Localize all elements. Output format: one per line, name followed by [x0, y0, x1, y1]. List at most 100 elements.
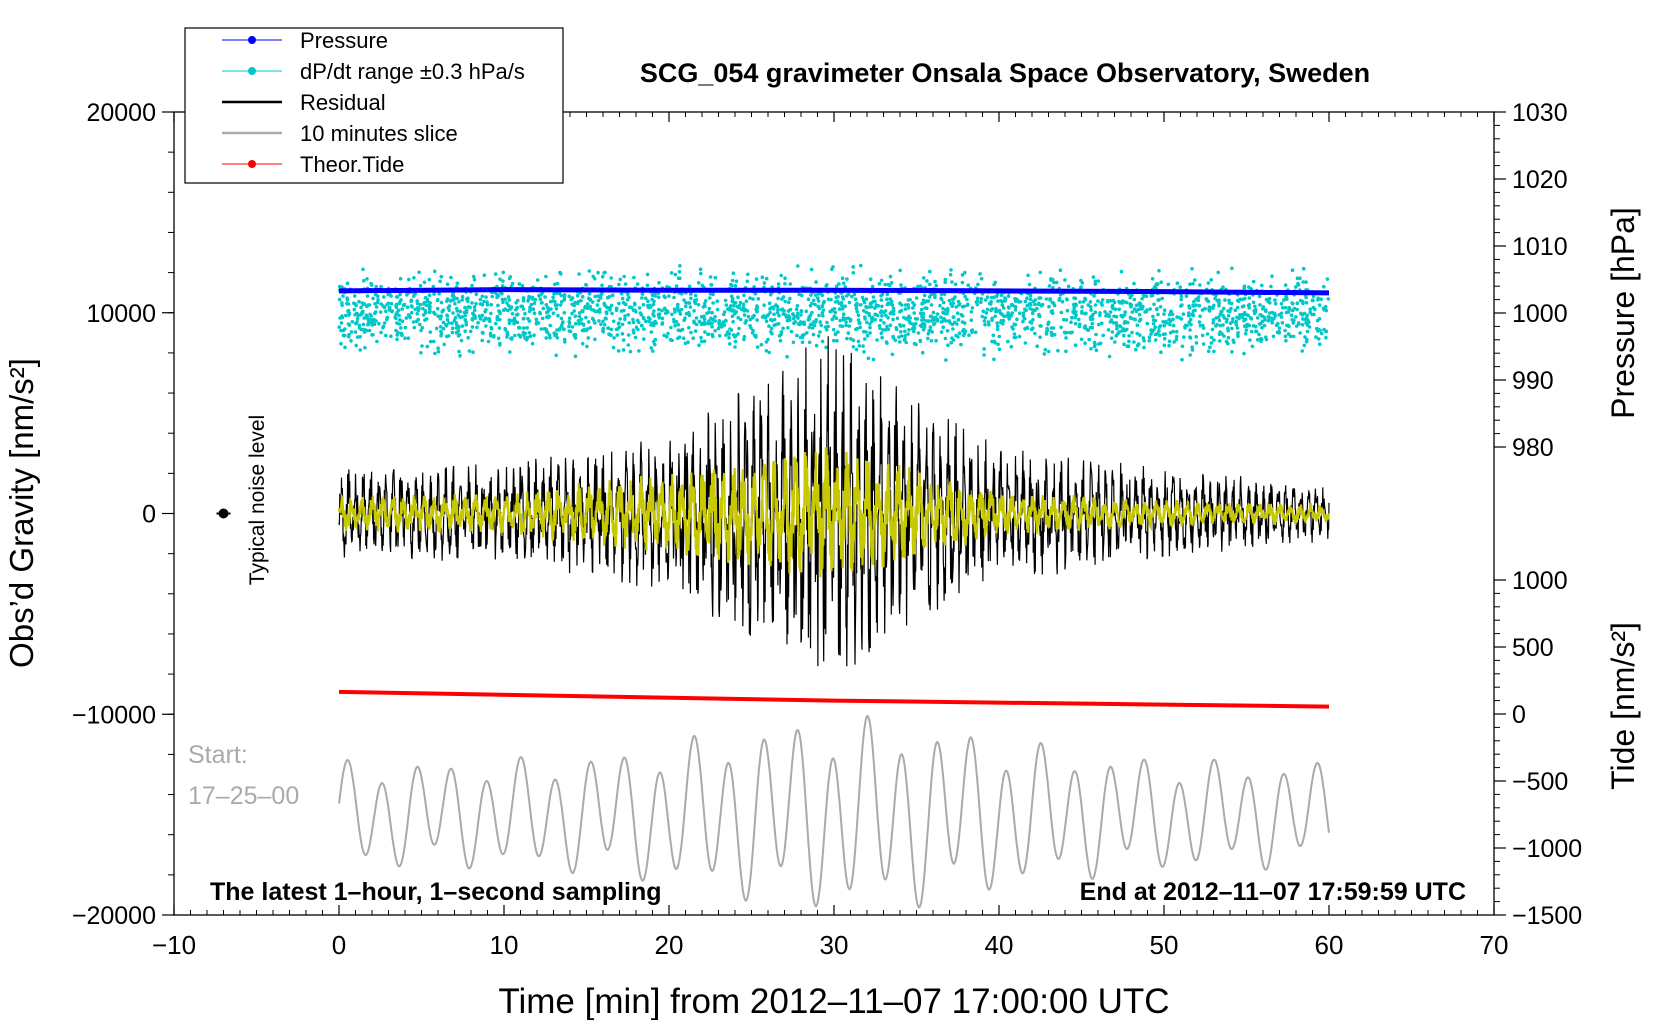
dpdt-point: [772, 312, 776, 317]
dpdt-point: [830, 317, 834, 322]
dpdt-point: [1138, 317, 1143, 322]
dpdt-point: [832, 338, 836, 343]
dpdt-point: [891, 312, 896, 316]
dpdt-point: [1314, 335, 1318, 339]
dpdt-point: [421, 306, 425, 311]
dpdt-point: [1093, 282, 1098, 286]
dpdt-point: [733, 345, 737, 349]
dpdt-point: [744, 319, 748, 323]
dpdt-point: [412, 276, 416, 280]
dpdt-point: [639, 312, 644, 317]
dpdt-point: [510, 281, 515, 286]
dpdt-point: [1292, 318, 1296, 323]
dpdt-point: [1028, 302, 1033, 306]
dpdt-point: [585, 344, 589, 349]
dpdt-point: [1231, 317, 1235, 321]
dpdt-point: [387, 306, 392, 311]
dpdt-point: [1065, 297, 1069, 302]
dpdt-point: [632, 275, 636, 280]
dpdt-point: [445, 334, 449, 339]
dpdt-point: [1166, 282, 1171, 287]
dpdt-point: [791, 340, 796, 345]
dpdt-point: [1132, 281, 1136, 286]
dpdt-point: [1059, 325, 1063, 330]
dpdt-point: [1015, 317, 1019, 322]
dpdt-point: [1247, 296, 1252, 300]
dpdt-point: [512, 316, 517, 321]
dpdt-point: [472, 277, 477, 282]
dpdt-point: [1119, 269, 1124, 274]
dpdt-point: [512, 321, 516, 326]
dpdt-point: [777, 313, 781, 318]
dpdt-point: [762, 281, 767, 285]
dpdt-point: [702, 339, 707, 344]
dpdt-point: [753, 291, 758, 296]
dpdt-point: [1258, 303, 1262, 307]
dpdt-point: [570, 302, 574, 307]
dpdt-point: [1317, 303, 1322, 307]
dpdt-point: [713, 319, 717, 323]
dpdt-point: [697, 319, 702, 324]
dpdt-point: [365, 315, 370, 320]
dpdt-point: [986, 320, 991, 324]
dpdt-point: [1317, 337, 1321, 341]
dpdt-point: [558, 326, 562, 331]
dpdt-point: [817, 313, 821, 318]
dpdt-point: [489, 325, 494, 330]
dpdt-point: [1012, 335, 1017, 340]
dpdt-point: [645, 272, 650, 277]
dpdt-point: [851, 265, 855, 269]
dpdt-point: [1205, 298, 1209, 302]
dpdt-point: [466, 335, 471, 340]
dpdt-point: [374, 305, 379, 309]
dpdt-point: [1151, 314, 1155, 319]
dpdt-point: [515, 312, 520, 317]
dpdt-point: [520, 283, 525, 288]
dpdt-point: [923, 306, 927, 310]
dpdt-point: [1298, 276, 1302, 281]
dpdt-point: [862, 350, 866, 354]
dpdt-point: [984, 311, 989, 315]
dpdt-point: [470, 317, 475, 321]
dpdt-point: [693, 293, 698, 298]
dpdt-point: [939, 296, 943, 301]
dpdt-point: [353, 302, 358, 306]
legend-label: Pressure: [300, 28, 388, 53]
dpdt-point: [929, 303, 934, 307]
dpdt-point: [1237, 316, 1241, 321]
dpdt-point: [1021, 319, 1025, 324]
dpdt-point: [1120, 299, 1125, 303]
dpdt-point: [802, 332, 806, 337]
dpdt-point: [820, 304, 825, 308]
dpdt-point: [686, 310, 691, 315]
dpdt-point: [363, 346, 367, 350]
dpdt-point: [1187, 311, 1191, 315]
dpdt-point: [703, 330, 707, 334]
dpdt-point: [727, 336, 731, 340]
dpdt-point: [934, 338, 938, 343]
dpdt-point: [1083, 296, 1087, 301]
dpdt-point: [820, 293, 825, 298]
dpdt-point: [962, 321, 967, 325]
dpdt-point: [531, 307, 536, 311]
dpdt-point: [665, 335, 669, 339]
dpdt-point: [470, 325, 475, 329]
dpdt-point: [474, 292, 479, 297]
dpdt-point: [850, 294, 854, 299]
dpdt-point: [618, 277, 623, 282]
dpdt-point: [1121, 327, 1126, 331]
dpdt-point: [622, 308, 626, 313]
y-tick-label-tide: −1500: [1512, 902, 1582, 930]
dpdt-point: [1023, 341, 1028, 345]
dpdt-point: [825, 320, 829, 325]
dpdt-point: [457, 300, 461, 304]
dpdt-point: [1280, 306, 1285, 310]
dpdt-point: [573, 354, 578, 359]
dpdt-point: [1211, 318, 1216, 322]
dpdt-point: [620, 296, 625, 301]
dpdt-point: [1122, 321, 1127, 325]
dpdt-point: [518, 326, 522, 330]
dpdt-point: [737, 326, 741, 331]
dpdt-point: [1046, 322, 1050, 327]
